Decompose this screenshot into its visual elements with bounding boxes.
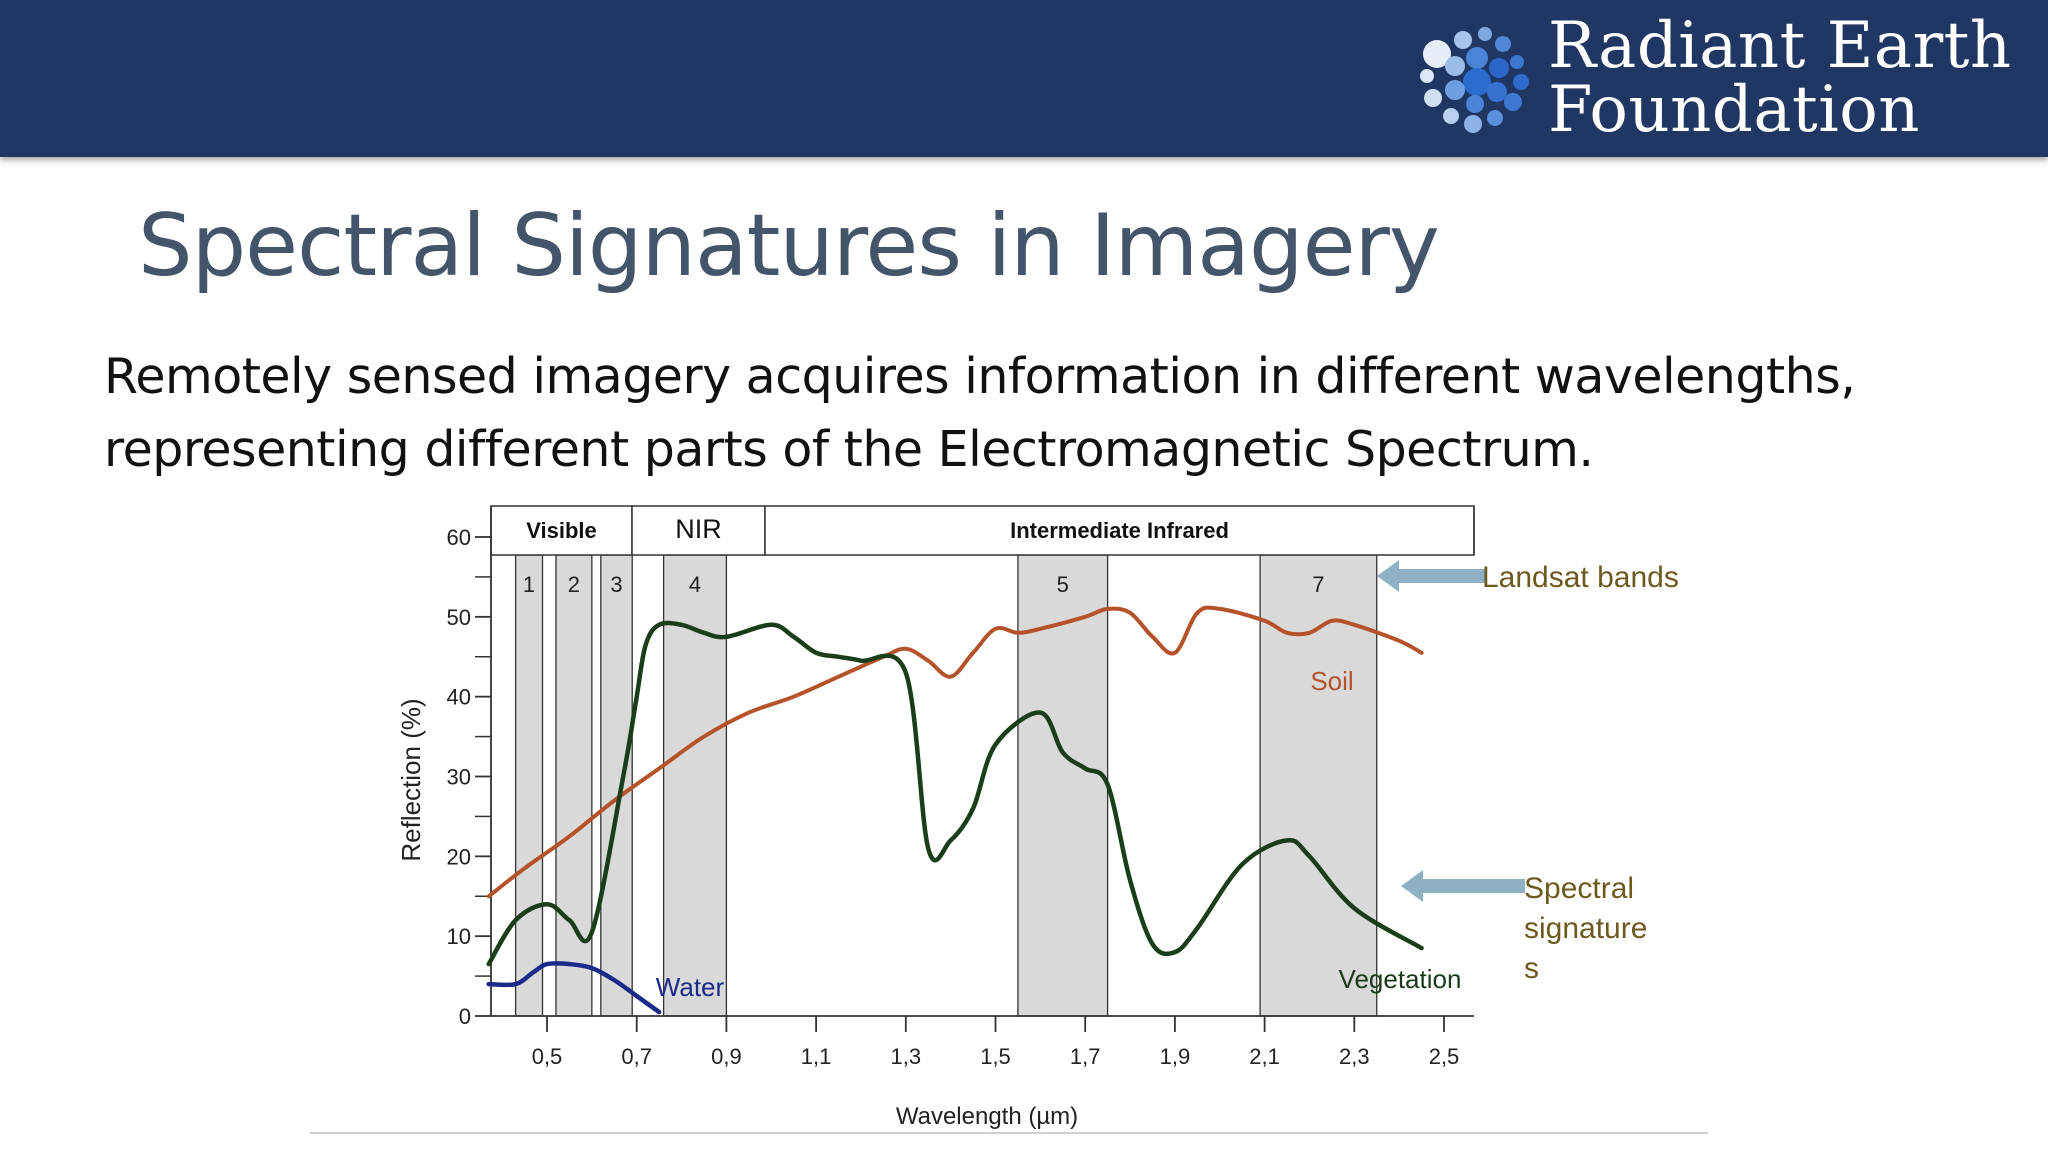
landsat-band-label-2: 2 (568, 572, 580, 597)
y-tick-label-40: 40 (447, 685, 471, 710)
region-label-2: NIR (675, 514, 722, 544)
x-tick-label-6: 1,7 (1070, 1044, 1101, 1069)
x-tick-label-4: 1,3 (891, 1044, 922, 1069)
landsat-band-label-1: 1 (523, 572, 535, 597)
chart-series-layer (486, 605, 1424, 1015)
brand-line-2: Foundation (1548, 73, 1920, 147)
landsat-band-label-7: 7 (1312, 572, 1324, 597)
landsat-band-7 (1259, 554, 1378, 1017)
landsat-band-layer: 1 2 3 4 5 7 (514, 554, 1378, 1017)
body-line-1: Remotely sensed imagery acquires informa… (104, 348, 1856, 405)
landsat-bands-arrow-icon (1377, 560, 1486, 592)
chart-axes: 0 10 20 30 40 50 60 0,5 0,7 0,9 1,1 1,3 1,5 1,7 1,9 2,1… (396, 506, 1475, 1130)
spectral-signatures-arrow-icon-shaft (1415, 879, 1525, 893)
y-tick-label-50: 50 (447, 605, 471, 630)
x-tick-label-1: 0,7 (621, 1044, 652, 1069)
brand-name: Radiant Earth Foundation (1548, 14, 2012, 142)
y-tick-label-0: 0 (459, 1004, 471, 1029)
x-tick-label-3: 1,1 (801, 1044, 832, 1069)
spectral-signatures-annotation: Spectral signature s (1524, 872, 1647, 985)
series-label-water: Water (656, 972, 725, 1002)
landsat-band-label-5: 5 (1057, 572, 1069, 597)
x-axis-title: Wavelength (µm) (896, 1103, 1078, 1130)
y-axis-title: Reflection (%) (396, 698, 426, 861)
landsat-band-label-3: 3 (610, 572, 622, 597)
x-tick-label-2: 0,9 (711, 1044, 742, 1069)
radiant-earth-logo-icon (1420, 27, 1529, 133)
series-line-soil (486, 605, 1424, 899)
body-line-2: representing different parts of the Elec… (104, 421, 1594, 478)
y-tick-label-30: 30 (447, 765, 471, 790)
x-tick-label-9: 2,3 (1339, 1044, 1370, 1069)
spectral-signatures-arrow-icon (1401, 870, 1525, 902)
x-tick-label-7: 1,9 (1160, 1044, 1191, 1069)
series-label-vegetation: Vegetation (1339, 964, 1462, 994)
brand-line-1: Radiant Earth (1548, 9, 2012, 83)
landsat-bands-arrow-icon-head (1377, 560, 1399, 592)
y-tick-label-20: 20 (447, 844, 471, 869)
landsat-band-2 (555, 554, 593, 1017)
x-tick-label-10: 2,5 (1429, 1044, 1460, 1069)
landsat-bands-arrow-icon-shaft (1391, 569, 1486, 583)
series-label-soil: Soil (1310, 666, 1353, 696)
spectral-signatures-annotation-line-1: Spectral (1524, 872, 1634, 905)
x-tick-label-5: 1,5 (980, 1044, 1011, 1069)
spectral-signatures-annotation-line-2: signature (1524, 912, 1647, 945)
slide-title: Spectral Signatures in Imagery (138, 196, 1440, 296)
x-tick-label-0: 0,5 (532, 1044, 563, 1069)
series-line-water (486, 961, 662, 1015)
chart-labels-layer: Soil Vegetation Water Landsat bands Spectral… (656, 560, 1679, 1002)
y-tick-label-10: 10 (447, 924, 471, 949)
landsat-band-label-4: 4 (689, 572, 701, 597)
region-box-3 (764, 505, 1475, 556)
slide-body-text: Remotely sensed imagery acquires informa… (104, 340, 1984, 486)
header-bar: Radiant Earth Foundation (0, 0, 2048, 157)
landsat-band-1 (514, 554, 544, 1017)
bottom-divider (310, 1132, 1708, 1134)
landsat-bands-annotation: Landsat bands (1482, 561, 1679, 594)
spectral-signatures-arrow-icon-head (1401, 870, 1423, 902)
series-line-vegetation (486, 620, 1424, 967)
landsat-band-3 (600, 554, 633, 1017)
x-tick-label-8: 2,1 (1249, 1044, 1280, 1069)
region-label-3: Intermediate Infrared (1010, 518, 1229, 543)
spectral-signatures-annotation-line-3: s (1524, 952, 1539, 985)
region-label-1: Visible (526, 518, 597, 543)
spectral-region-header: Visible NIR Intermediate Infrared (490, 505, 1475, 556)
y-tick-label-60: 60 (447, 525, 471, 550)
